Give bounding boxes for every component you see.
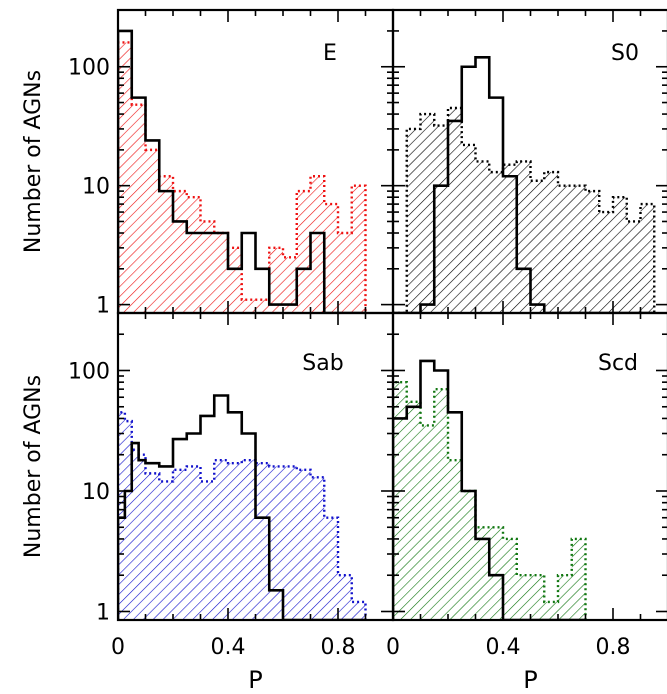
panel-scd: 0 0.4 0.8 P Scd [386, 311, 667, 694]
x-tick-label: 0.8 [321, 635, 356, 660]
x-tick-label: 0.8 [596, 635, 631, 660]
panel-e: 1 10 100 Number of AGNs E [21, 8, 395, 319]
panel-s0: S0 [391, 8, 667, 315]
dotted-histogram-line [118, 411, 367, 620]
hatched-fill [118, 42, 366, 313]
panel-label: S0 [611, 41, 639, 66]
y-tick-label: 1 [96, 600, 110, 625]
plot-area [393, 56, 656, 313]
y-axis-label: Number of AGNs [21, 70, 46, 253]
panel-label: Sab [302, 351, 343, 376]
x-tick-label: 0 [111, 635, 125, 660]
solid-histogram-line [393, 56, 655, 313]
plot-area [393, 359, 587, 620]
hatched-fill [118, 412, 366, 620]
x-axis-label: P [248, 666, 262, 694]
y-tick-label: 100 [68, 56, 110, 81]
hatched-fill [393, 107, 655, 313]
plot-area [118, 29, 367, 313]
panel-label: Scd [598, 351, 638, 376]
y-tick-label: 100 [68, 359, 110, 384]
hatched-fill [393, 382, 586, 620]
y-tick-label: 1 [96, 294, 110, 319]
y-axis-label: Number of AGNs [21, 375, 46, 558]
x-tick-label: 0.4 [486, 635, 521, 660]
x-axis-label: P [523, 666, 537, 694]
dotted-histogram-line [393, 380, 587, 620]
solid-histogram-line [393, 359, 586, 620]
x-tick-label: 0 [386, 635, 400, 660]
solid-histogram-line [118, 394, 366, 620]
y-tick-label: 10 [82, 175, 110, 200]
x-tick-label: 0.4 [211, 635, 246, 660]
solid-histogram-line [118, 29, 366, 313]
plot-area [118, 394, 367, 620]
panel-sab: 1 10 100 0 0.4 0.8 P Number of AGNs Sab [21, 311, 395, 694]
y-tick-label: 10 [82, 480, 110, 505]
panel-label: E [323, 41, 337, 66]
